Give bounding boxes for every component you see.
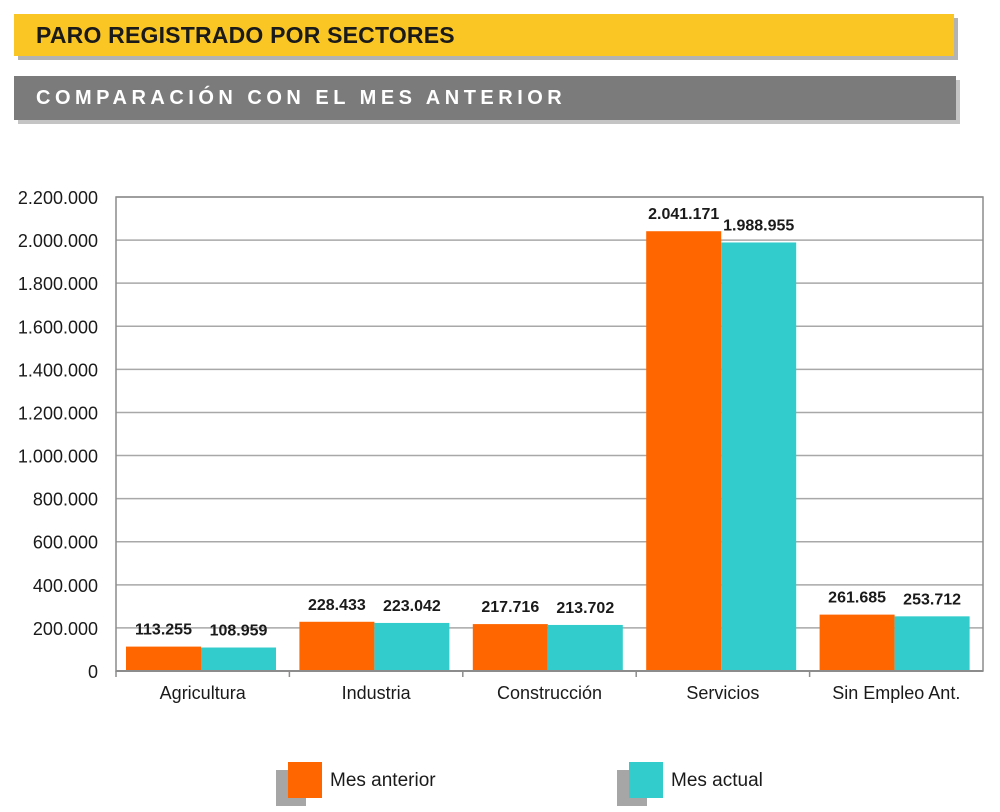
- y-tick-label: 1.200.000: [18, 403, 98, 423]
- y-tick-label: 1.400.000: [18, 360, 98, 380]
- data-label: 261.685: [828, 590, 886, 607]
- data-label: 213.702: [556, 600, 614, 617]
- data-label: 228.433: [308, 597, 366, 614]
- bar: [894, 616, 970, 671]
- page-subtitle: COMPARACIÓN CON EL MES ANTERIOR: [14, 76, 956, 120]
- bar: [472, 624, 548, 671]
- x-tick-label: Construcción: [497, 683, 602, 703]
- y-tick-label: 2.200.000: [18, 188, 98, 208]
- y-tick-label: 200.000: [33, 619, 98, 639]
- bar: [374, 622, 450, 671]
- x-tick-label: Industria: [342, 683, 412, 703]
- bar: [547, 624, 623, 671]
- bar: [126, 646, 201, 671]
- legend-label-mes-anterior: Mes anterior: [330, 770, 436, 791]
- page-subtitle-text: COMPARACIÓN CON EL MES ANTERIOR: [36, 86, 567, 109]
- data-label: 223.042: [383, 598, 441, 615]
- y-tick-label: 0: [88, 662, 98, 682]
- legend-swatch-mes-actual: [629, 762, 663, 798]
- data-label: 217.716: [481, 599, 539, 616]
- bar: [201, 647, 276, 671]
- bar: [646, 231, 722, 671]
- bar: [819, 614, 895, 671]
- bar: [299, 621, 375, 671]
- legend-label-mes-actual: Mes actual: [671, 770, 763, 791]
- y-tick-label: 600.000: [33, 533, 98, 553]
- y-tick-label: 800.000: [33, 490, 98, 510]
- data-label: 253.712: [903, 591, 961, 608]
- legend-swatch-mes-anterior: [288, 762, 322, 798]
- y-tick-label: 1.800.000: [18, 274, 98, 294]
- x-tick-label: Servicios: [686, 683, 759, 703]
- data-label: 2.041.171: [648, 206, 719, 223]
- y-tick-label: 2.000.000: [18, 231, 98, 251]
- page-title-text: PARO REGISTRADO POR SECTORES: [36, 21, 455, 48]
- x-tick-label: Sin Empleo Ant.: [832, 683, 960, 703]
- data-label: 113.255: [135, 622, 192, 639]
- y-tick-label: 1.600.000: [18, 317, 98, 337]
- page-title: PARO REGISTRADO POR SECTORES: [14, 14, 954, 56]
- bar: [721, 242, 797, 671]
- data-label: 1.988.955: [723, 217, 794, 234]
- y-tick-label: 400.000: [33, 576, 98, 596]
- data-label: 108.959: [210, 623, 268, 640]
- y-tick-label: 1.000.000: [18, 447, 98, 467]
- x-tick-label: Agricultura: [160, 683, 247, 703]
